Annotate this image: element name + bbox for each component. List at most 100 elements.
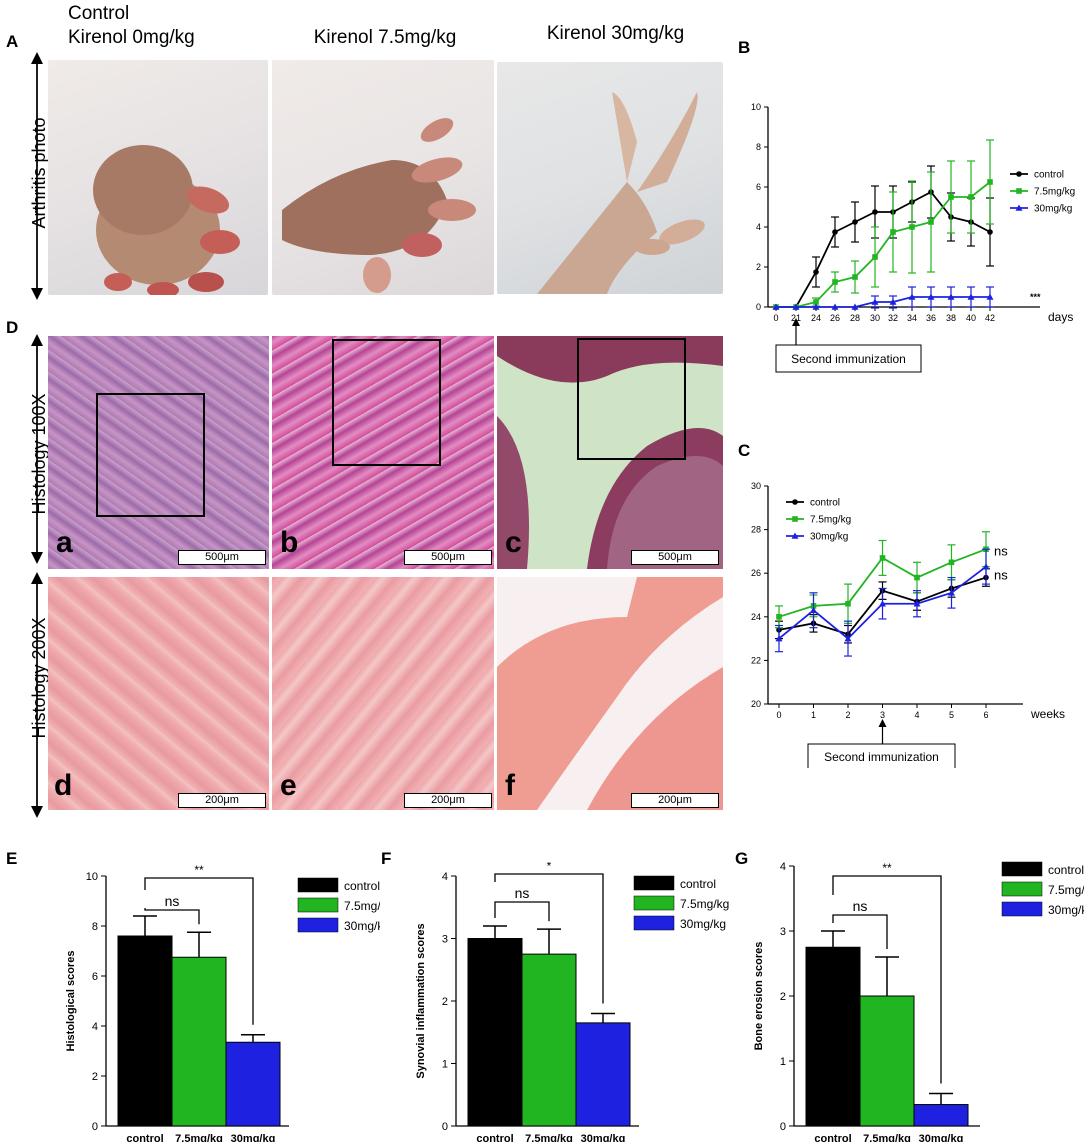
data-point — [987, 229, 993, 235]
legend-label: control — [1034, 170, 1064, 181]
histology-label-f: f — [505, 769, 515, 802]
series-line-2 — [776, 296, 990, 308]
y-axis-label: Histological scores — [65, 951, 77, 1052]
x-tick-label: 3 — [880, 710, 885, 720]
panel-letter-g: G — [735, 849, 749, 868]
y-tick-label: 2 — [92, 1071, 98, 1083]
scalebar-f: 200μm — [631, 793, 719, 808]
y-tick-label: 24 — [751, 612, 761, 622]
legend-swatch — [297, 917, 339, 933]
y-tick-label: 8 — [92, 921, 98, 933]
row-arrows — [31, 52, 43, 818]
data-point — [832, 229, 838, 235]
x-tick-label: 32 — [888, 313, 898, 323]
zoom-box-b — [332, 339, 441, 466]
scalebar-d: 200μm — [178, 793, 266, 808]
x-axis-label: days — [1048, 310, 1073, 324]
series-line-0 — [776, 190, 991, 308]
sig-label-major: ** — [194, 863, 204, 877]
scalebar-a: 500μm — [178, 550, 266, 565]
data-point — [845, 600, 851, 607]
y-tick-label: 10 — [751, 102, 761, 112]
data-point — [928, 219, 934, 225]
data-point — [813, 299, 819, 305]
chart-weight: 2022242628300123456weeksweight gcontrol7… — [751, 481, 1065, 768]
histology-e: e 200μm — [272, 577, 494, 810]
x-tick-label: 7.5mg/kg — [525, 1133, 573, 1142]
legend-label: 30mg/kg — [680, 917, 726, 931]
data-point — [776, 614, 782, 620]
legend-label: control — [344, 879, 380, 893]
panel-letter-f: F — [381, 849, 392, 868]
y-tick-label: 26 — [751, 568, 761, 578]
chart-arthritis-scores: 024681002124262830323436384042daysarthri… — [751, 102, 1075, 373]
bar-30mg/kg — [913, 1104, 969, 1127]
y-tick-label: 4 — [442, 871, 448, 883]
y-tick-label: 2 — [756, 262, 761, 272]
legend-marker — [1015, 204, 1023, 211]
histology-label-e: e — [280, 769, 297, 802]
data-point — [812, 303, 820, 310]
bar-control — [117, 935, 173, 1127]
x-tick-label: 28 — [850, 313, 860, 323]
y-tick-label: 0 — [92, 1121, 98, 1133]
y-tick-label: 2 — [780, 991, 786, 1003]
legend-swatch — [1001, 881, 1043, 897]
y-tick-label: 2 — [442, 996, 448, 1008]
photo-paw-30mg — [497, 62, 723, 294]
y-tick-label: 6 — [756, 182, 761, 192]
sig-bracket-ns — [494, 901, 550, 922]
chart-histological-scores: 0 2 4 6 8 10 Histological scores control 7.5mg/k… — [65, 863, 380, 1142]
x-tick-label: 36 — [926, 313, 936, 323]
data-point — [831, 303, 839, 310]
photo-paw-7-5mg — [272, 60, 494, 295]
x-tick-label: 42 — [985, 313, 995, 323]
legend-label: 7.5mg/kg — [344, 899, 380, 913]
data-point — [927, 293, 935, 300]
y-tick-label: 0 — [442, 1121, 448, 1133]
data-point — [890, 229, 896, 235]
data-point — [810, 606, 817, 614]
legend-swatch — [1001, 861, 1043, 877]
y-tick-label: 10 — [86, 871, 98, 883]
photo-paw-control — [48, 60, 268, 295]
x-tick-label: 2 — [845, 710, 850, 720]
legend-label: 30mg/kg — [344, 919, 380, 933]
x-tick-label: control — [126, 1133, 163, 1142]
sig-bracket-major — [832, 875, 942, 1084]
data-point — [948, 194, 954, 200]
data-point — [832, 279, 838, 285]
bar-control — [805, 946, 861, 1127]
legend-label: 30mg/kg — [1034, 204, 1072, 215]
legend-label: 7.5mg/kg — [1048, 883, 1084, 897]
data-point — [967, 293, 975, 300]
scalebar-e: 200μm — [404, 793, 492, 808]
x-axis-label: weeks — [1030, 707, 1065, 721]
sig-label-ns: ns — [165, 893, 180, 909]
y-tick-label: 8 — [756, 142, 761, 152]
scalebar-c: 500μm — [631, 550, 719, 565]
sig-label-major: * — [547, 862, 552, 873]
legend-label: 7.5mg/kg — [1034, 187, 1075, 198]
data-point — [948, 559, 955, 566]
data-point — [879, 555, 886, 561]
chart-synovial-inflammation: 0 1 2 3 4 Synovial inflammation scores control… — [415, 862, 729, 1142]
sig-label-ns: ns — [515, 885, 530, 901]
histology-label-d: d — [54, 769, 73, 802]
data-point — [852, 274, 858, 280]
annotation-arrow-head — [878, 719, 887, 727]
sig-bracket-ns — [832, 914, 888, 949]
significance-label: *** — [1030, 292, 1041, 302]
legend-swatch — [633, 895, 675, 911]
histology-a: a 500μm — [48, 336, 269, 569]
legend-marker — [792, 499, 798, 505]
data-point — [775, 635, 783, 642]
bar-control — [467, 938, 523, 1127]
bar-7.5mg/kg — [171, 956, 227, 1127]
x-tick-label: 30mg/kg — [581, 1133, 626, 1142]
sig-bracket-ns — [144, 908, 200, 925]
legend-label: 30mg/kg — [1048, 903, 1084, 917]
annotation-box — [807, 743, 956, 768]
data-point — [872, 209, 878, 215]
histology-f: f 200μm — [497, 577, 723, 810]
